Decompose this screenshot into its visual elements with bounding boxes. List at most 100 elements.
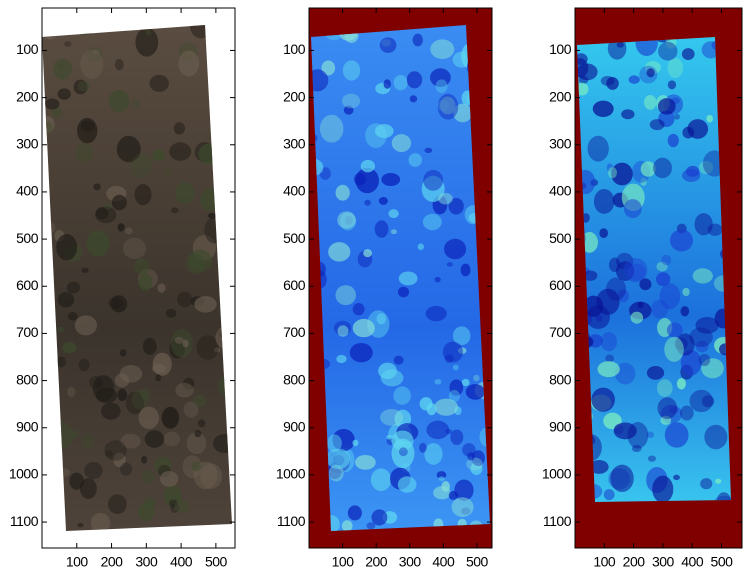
texture-spot [380, 409, 403, 426]
texture-spot [593, 101, 614, 117]
texture-spot [350, 343, 373, 362]
texture-spot [115, 59, 124, 70]
texture-spot [394, 75, 408, 90]
texture-spot [174, 122, 185, 134]
texture-spot [398, 287, 409, 298]
x-tick-label: 400 [681, 554, 704, 570]
texture-spot [706, 115, 713, 123]
texture-spot [155, 374, 161, 381]
texture-spot [84, 462, 102, 479]
texture-spot [143, 338, 157, 355]
texture-spot [67, 281, 80, 293]
texture-spot [87, 231, 110, 257]
texture-spot [110, 295, 127, 312]
y-tick-label: 500 [549, 230, 572, 246]
texture-spot [601, 332, 617, 351]
texture-spot [142, 470, 154, 484]
texture-spot [467, 452, 475, 460]
texture-spot [445, 354, 454, 362]
texture-spot [715, 479, 721, 484]
texture-spot [58, 88, 71, 99]
texture-spot [198, 419, 206, 427]
texture-spot [149, 75, 168, 92]
y-tick-label: 1000 [276, 466, 306, 482]
texture-spot [145, 430, 165, 448]
texture-spot [430, 39, 454, 59]
texture-spot [579, 76, 588, 84]
texture-spot [139, 406, 160, 429]
texture-spot [453, 365, 459, 371]
texture-spot [371, 468, 391, 491]
texture-spot [371, 509, 387, 525]
texture-spot [81, 121, 95, 131]
texture-spot [353, 303, 365, 315]
texture-spot [326, 449, 350, 469]
x-tick-label: 300 [652, 554, 675, 570]
texture-spot [423, 170, 443, 191]
texture-spot [342, 94, 360, 109]
texture-spot [75, 315, 97, 335]
texture-spot [617, 42, 624, 48]
texture-spot [157, 283, 165, 292]
texture-spot [93, 49, 100, 54]
texture-spot [335, 285, 356, 305]
texture-spot [450, 430, 463, 445]
y-tick-label: 600 [549, 277, 572, 293]
texture-spot [586, 306, 610, 330]
texture-spot [101, 403, 121, 420]
y-tick-label: 500 [283, 230, 306, 246]
texture-spot [439, 477, 445, 481]
texture-spot [118, 223, 125, 231]
texture-spot [650, 119, 665, 130]
y-tick-label: 300 [549, 135, 572, 151]
texture-spot [337, 325, 348, 337]
texture-spot [175, 337, 184, 344]
texture-spot [447, 262, 453, 267]
texture-spot [673, 475, 680, 480]
texture-spot [605, 355, 614, 363]
y-tick-label: 1100 [543, 513, 572, 529]
texture-spot [653, 158, 672, 179]
texture-spot [58, 327, 65, 333]
texture-spot [131, 154, 152, 179]
texture-spot [160, 471, 178, 487]
y-tick-label: 200 [16, 88, 39, 104]
texture-spot [461, 264, 471, 277]
texture-spot [336, 355, 346, 363]
texture-spot [193, 395, 206, 407]
texture-spot [682, 288, 689, 296]
texture-spot [164, 432, 180, 447]
texture-spot [599, 228, 608, 238]
texture-spot [594, 189, 614, 214]
y-tick-label: 900 [283, 418, 306, 434]
y-tick-label: 400 [549, 183, 572, 199]
texture-spot [658, 98, 676, 115]
texture-spot [134, 258, 149, 275]
texture-spot [614, 422, 637, 439]
texture-spot [699, 354, 710, 366]
texture-spot [175, 182, 195, 204]
texture-spot [419, 443, 427, 453]
texture-spot [657, 397, 677, 419]
texture-spot [144, 497, 156, 509]
texture-spot [438, 193, 453, 205]
y-tick-label: 1000 [9, 466, 39, 482]
texture-spot [435, 277, 441, 283]
y-tick-label: 800 [16, 371, 39, 387]
x-tick-label: 400 [432, 554, 455, 570]
texture-spot [398, 476, 417, 492]
x-tick-label: 200 [101, 554, 124, 570]
y-tick-label: 400 [16, 183, 39, 199]
texture-spot [82, 268, 89, 273]
texture-spot [668, 134, 679, 147]
texture-spot [141, 456, 147, 464]
texture-spot [177, 292, 192, 307]
texture-spot [115, 373, 129, 387]
texture-spot [434, 379, 441, 385]
texture-spot [320, 115, 344, 143]
y-tick-label: 1000 [542, 466, 572, 482]
x-tick-label: 300 [135, 554, 158, 570]
texture-spot [661, 255, 671, 265]
texture-spot [105, 450, 113, 457]
texture-spot [384, 79, 391, 89]
